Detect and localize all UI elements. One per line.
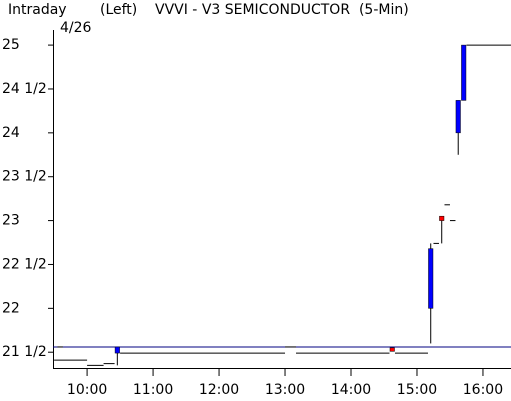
y-tick-label: 24 xyxy=(2,125,20,141)
y-tick-label: 23 1/2 xyxy=(2,169,47,185)
x-tick-label: 15:00 xyxy=(397,382,437,398)
chart-date: 4/26 xyxy=(60,20,92,36)
x-tick-label: 11:00 xyxy=(133,382,173,398)
x-tick-label: 12:00 xyxy=(199,382,239,398)
axis-side: (Left) xyxy=(100,2,137,18)
candle-body xyxy=(428,248,434,309)
y-tick-label: 22 1/2 xyxy=(2,256,47,272)
y-tick-label: 22 xyxy=(2,300,20,316)
candle-body xyxy=(461,44,467,101)
chart-title: VVVI - V3 SEMICONDUCTOR (5-Min) xyxy=(155,2,409,18)
chart-label: Intraday xyxy=(8,2,67,18)
x-tick-label: 16:00 xyxy=(463,382,503,398)
candle-body xyxy=(389,347,395,352)
candle-body xyxy=(455,100,461,134)
x-tick-label: 13:00 xyxy=(265,382,305,398)
y-tick-label: 21 1/2 xyxy=(2,344,47,360)
candle-body xyxy=(114,346,120,354)
y-tick-label: 23 xyxy=(2,213,20,229)
y-tick-label: 24 1/2 xyxy=(2,81,47,97)
candle-body xyxy=(439,215,445,221)
x-tick-label: 14:00 xyxy=(331,382,371,398)
y-tick-label: 25 xyxy=(2,37,20,53)
x-tick-label: 10:00 xyxy=(67,382,107,398)
